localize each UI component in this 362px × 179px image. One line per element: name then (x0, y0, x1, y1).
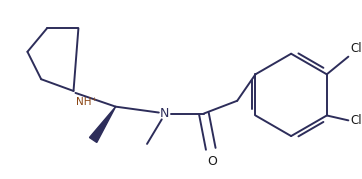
Text: N: N (160, 107, 169, 120)
Text: O: O (207, 155, 217, 168)
Text: Cl: Cl (350, 114, 362, 127)
Text: Cl: Cl (350, 42, 362, 55)
Polygon shape (89, 107, 116, 142)
Text: NH⁺: NH⁺ (76, 97, 97, 107)
